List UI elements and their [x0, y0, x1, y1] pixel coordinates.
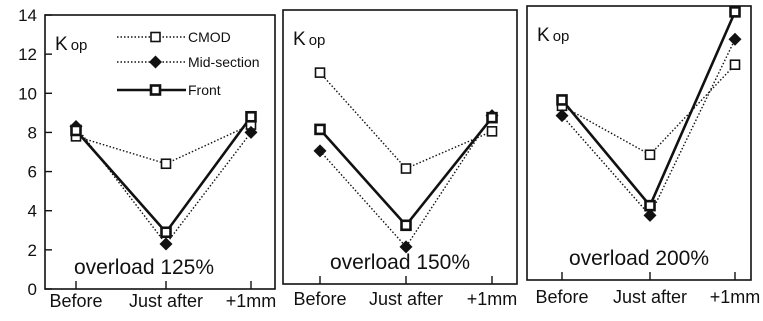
point-front: [400, 219, 412, 232]
overload-annotation: overload 200%: [569, 247, 709, 270]
series-line-cmod: [561, 64, 736, 156]
series-line-front: [561, 11, 737, 209]
x-tick-label: Just after: [369, 289, 443, 309]
point-cmod: [314, 67, 326, 78]
y-tick-label: 4: [28, 202, 37, 221]
legend-label: CMOD: [188, 29, 231, 45]
point-front: [314, 123, 326, 136]
legend-marker: [149, 84, 162, 96]
point-mid-section: [244, 125, 258, 139]
plot-frame: [282, 9, 518, 285]
x-tick-label: Before: [535, 287, 588, 307]
x-tick-label: +1mm: [467, 289, 518, 309]
legend-label: Front: [188, 82, 221, 98]
chart-panel-3: Before Just after +1mm K op overload 200%: [526, 5, 761, 307]
legend-label: Mid-section: [188, 54, 260, 70]
point-cmod: [729, 59, 741, 71]
x-tick-label: +1mm: [710, 287, 761, 307]
point-front: [729, 6, 741, 18]
point-mid-section: [728, 32, 742, 46]
legend-marker: [149, 55, 162, 69]
series-line-mid-section: [561, 38, 736, 217]
point-front: [160, 226, 172, 239]
y-tick-label: 14: [18, 6, 37, 25]
y-tick-label: 2: [28, 241, 37, 260]
series-line-front: [75, 116, 253, 235]
point-cmod: [486, 126, 498, 137]
overload-annotation: overload 125%: [74, 256, 214, 279]
y-tick-label: 8: [28, 123, 37, 142]
point-cmod: [160, 158, 172, 170]
point-cmod: [400, 163, 412, 174]
series-line-cmod: [75, 123, 252, 165]
point-mid-section: [643, 208, 657, 222]
series-line-cmod: [319, 72, 493, 170]
x-tick-label: Just after: [613, 287, 687, 307]
x-tick-label: Before: [49, 291, 102, 311]
point-mid-section: [399, 240, 413, 254]
point-mid-section: [555, 109, 569, 123]
x-tick-label: +1mm: [226, 291, 277, 311]
series-line-mid-section: [75, 126, 252, 246]
point-front: [556, 94, 568, 106]
legend-marker: [150, 31, 161, 43]
chart-panel-2: Before Just after +1mm K op overload 150%: [282, 9, 518, 309]
point-front: [245, 110, 257, 123]
y-tick-label: 10: [18, 84, 37, 103]
point-cmod: [644, 149, 656, 161]
point-mid-section: [159, 237, 173, 251]
x-tick-label: Before: [293, 289, 346, 309]
point-mid-section: [313, 144, 327, 158]
x-tick-label: Just after: [129, 291, 203, 311]
point-front: [644, 199, 656, 212]
y-tick-label: 12: [18, 45, 37, 64]
point-front: [486, 111, 498, 124]
y-tick-label: 6: [28, 163, 37, 182]
chart-panel-1: 0 2 4 6 8 10 12 14 Before Just after +1mm K op overlo…: [18, 6, 276, 311]
series-line-mid-section: [319, 115, 493, 248]
plot-frame: [526, 5, 752, 281]
overload-annotation: overload 150%: [330, 251, 470, 274]
plot-frame: [44, 14, 276, 290]
point-front: [70, 124, 82, 137]
y-tick-label: 0: [28, 280, 37, 299]
